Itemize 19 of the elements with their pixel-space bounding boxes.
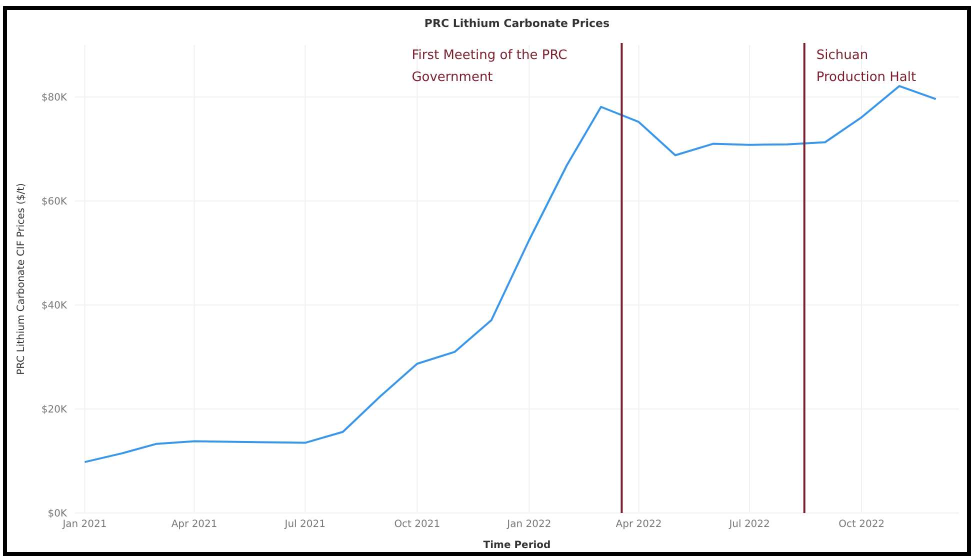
y-axis-title: PRC Lithium Carbonate CIF Prices ($/t)	[16, 183, 27, 375]
x-tick-label: Oct 2022	[838, 519, 885, 530]
x-axis-title: Time Period	[483, 540, 551, 551]
x-tick-label: Jul 2021	[284, 519, 326, 530]
x-tick-label: Apr 2021	[171, 519, 218, 530]
x-tick-label: Jan 2021	[62, 519, 107, 530]
x-tick-label: Jan 2022	[506, 519, 552, 530]
x-tick-label: Jul 2022	[728, 519, 770, 530]
y-tick-label: $0K	[48, 508, 68, 520]
y-tick-label: $60K	[41, 196, 68, 208]
ref-line-label: Sichuan Production Halt	[816, 48, 916, 85]
x-tick-label: Apr 2022	[616, 519, 662, 530]
y-tick-label: $40K	[41, 300, 68, 312]
y-tick-label: $80K	[41, 92, 68, 104]
ref-line-label: First Meeting of the PRC Government	[412, 48, 568, 85]
x-tick-label: Oct 2021	[394, 519, 440, 530]
y-tick-label: $20K	[41, 404, 68, 416]
line-series	[84, 85, 937, 464]
chart-title: PRC Lithium Carbonate Prices	[424, 17, 610, 30]
